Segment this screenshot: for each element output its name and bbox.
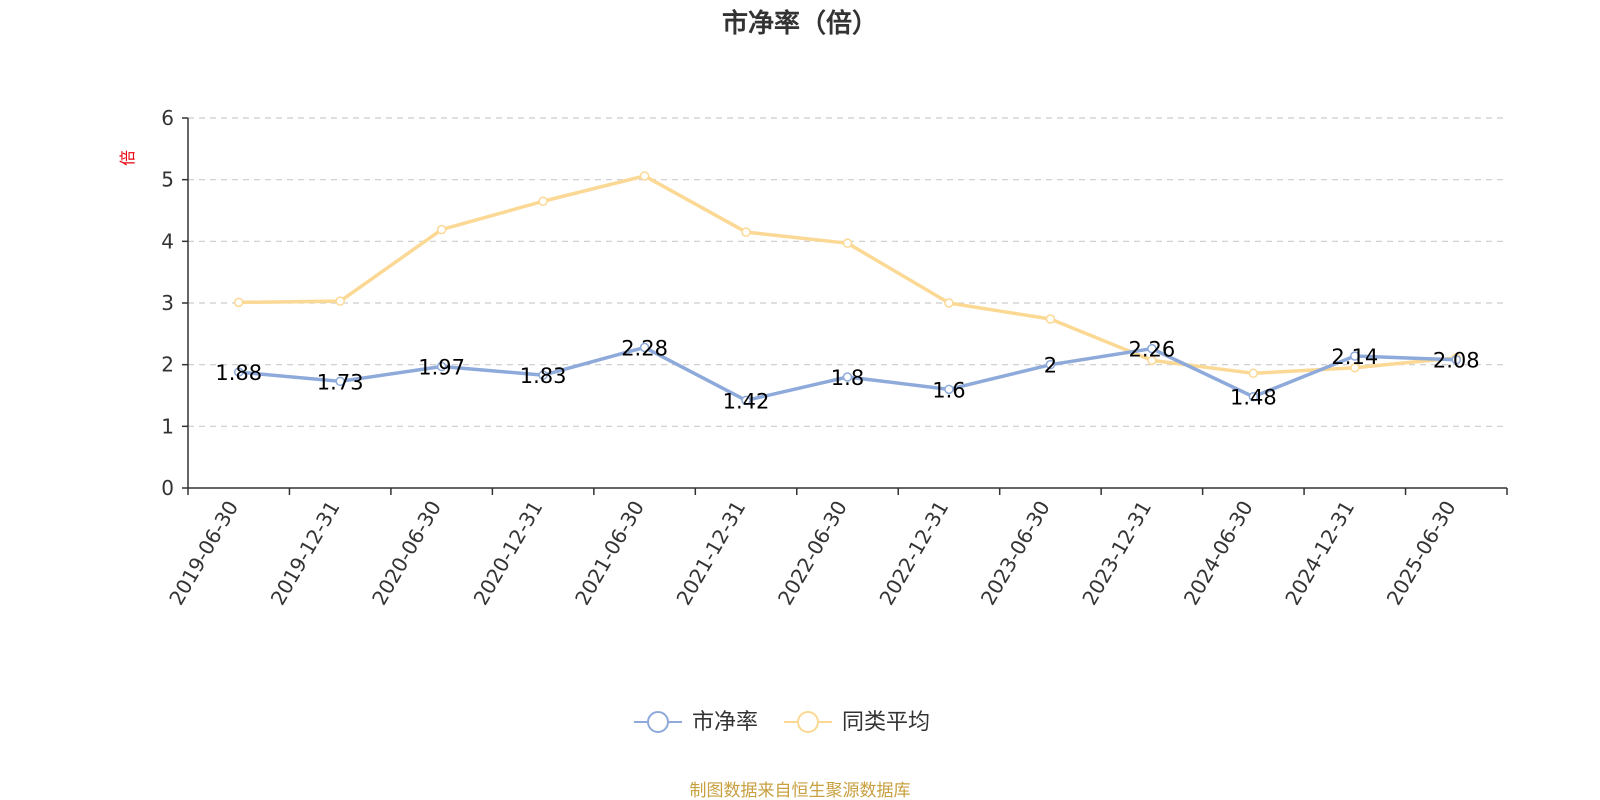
data-point-1[interactable] <box>741 227 751 237</box>
x-tick-label: 2021-12-31 <box>671 497 750 610</box>
x-tick-label: 2024-12-31 <box>1280 497 1359 610</box>
data-point-1[interactable] <box>1350 363 1360 373</box>
x-tick-label: 2020-12-31 <box>469 497 548 610</box>
data-point-0[interactable] <box>1147 343 1157 354</box>
data-point-1[interactable] <box>335 296 345 306</box>
data-point-1[interactable] <box>944 298 954 308</box>
data-point-1[interactable] <box>1045 314 1056 324</box>
data-point-1[interactable] <box>538 196 548 206</box>
y-tick-label: 2 <box>161 353 174 377</box>
data-point-0[interactable] <box>1350 351 1360 361</box>
data-label: 1.88 <box>215 361 262 385</box>
x-tick-label: 2024-06-30 <box>1179 497 1258 610</box>
y-axis-label: 倍 <box>118 150 137 166</box>
x-tick-label: 2020-06-30 <box>367 496 446 609</box>
legend[interactable]: 市净率 同类平均 <box>634 710 930 735</box>
legend-marker <box>647 711 669 733</box>
data-label: 2.08 <box>1433 349 1480 373</box>
data-label: 1.8 <box>831 366 864 390</box>
x-tick-label: 2019-12-31 <box>266 497 345 610</box>
data-point-0[interactable] <box>538 370 548 380</box>
data-point-0[interactable] <box>1451 354 1462 365</box>
y-tick-label: 0 <box>161 476 174 500</box>
legend-label: 市净率 <box>692 710 758 735</box>
y-tick-label: 5 <box>161 168 174 192</box>
data-label: 1.73 <box>317 370 364 394</box>
data-point-0[interactable] <box>842 372 853 382</box>
data-label: 1.83 <box>520 364 567 388</box>
x-tick-label: 2023-12-31 <box>1077 497 1156 610</box>
x-tick-label: 2023-06-30 <box>976 497 1055 610</box>
data-point-0[interactable] <box>1248 391 1259 402</box>
series-line-1 <box>238 174 1457 376</box>
data-point-1[interactable] <box>436 224 447 235</box>
data-point-0[interactable] <box>741 395 751 406</box>
data-point-0[interactable] <box>436 361 447 372</box>
data-point-1[interactable] <box>842 238 853 248</box>
data-point-1[interactable] <box>639 171 650 181</box>
x-tick-label: 2022-06-30 <box>773 497 852 610</box>
x-tick-label: 2021-06-30 <box>570 497 649 610</box>
data-point-0[interactable] <box>1045 359 1056 370</box>
data-point-0[interactable] <box>639 342 650 353</box>
data-label: 1.97 <box>418 356 465 380</box>
data-label: 1.42 <box>723 389 770 413</box>
data-label: 2.26 <box>1129 338 1176 362</box>
x-tick-label: 2019-06-30 <box>164 497 243 610</box>
data-point-0[interactable] <box>335 376 345 387</box>
y-tick-label: 3 <box>161 291 174 315</box>
legend-item-0[interactable]: 市净率 <box>634 710 758 735</box>
data-label: 2 <box>1044 354 1057 378</box>
data-labels: 1.88 1.73 1.97 1.83 2.28 1.42 1.8 1.6 2 2.26 1.48 2… <box>215 336 1479 413</box>
x-tick-label: 2022-12-31 <box>874 497 953 610</box>
data-label: 2.14 <box>1331 345 1378 369</box>
y-tick-label: 6 <box>161 106 174 130</box>
data-label: 2.28 <box>621 336 668 360</box>
y-tick-label: 4 <box>161 229 174 253</box>
data-label: 1.48 <box>1230 386 1277 410</box>
axes: 0 1 2 3 4 5 6 2019-06-30 2019-12-31 2020-06-30 202… <box>161 106 1508 610</box>
chart-title: 市净率（倍） <box>722 8 878 39</box>
legend-item-1[interactable]: 同类平均 <box>784 710 930 735</box>
data-point-0[interactable] <box>944 384 954 395</box>
legend-label: 同类平均 <box>842 710 930 735</box>
data-point-0[interactable] <box>233 367 244 377</box>
data-label: 1.6 <box>932 378 965 402</box>
data-point-1[interactable] <box>1147 355 1157 366</box>
data-point-1[interactable] <box>1248 368 1259 379</box>
data-point-1[interactable] <box>233 297 244 308</box>
legend-marker <box>797 711 819 733</box>
y-tick-label: 1 <box>161 414 174 438</box>
series-group <box>233 171 1462 406</box>
source-note: 制图数据来自恒生聚源数据库 <box>690 781 911 800</box>
x-tick-label: 2025-06-30 <box>1382 497 1461 610</box>
